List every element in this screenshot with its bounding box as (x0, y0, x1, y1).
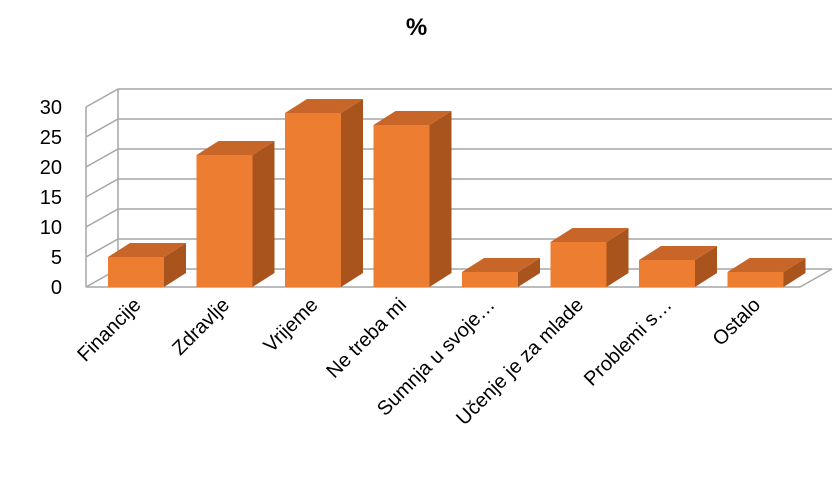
bar-top (462, 258, 540, 272)
bar (285, 113, 341, 287)
bar-top (285, 99, 363, 113)
bar (196, 155, 253, 287)
bar-side (164, 243, 186, 287)
bar-top (639, 246, 717, 260)
bar-top (550, 228, 629, 242)
x-tick-label: Ostalo (709, 294, 765, 350)
y-tick-label: 10 (40, 217, 62, 239)
y-tick-label: 0 (51, 277, 62, 299)
y-tick-label: 15 (40, 187, 62, 209)
y-tick-label: 30 (40, 97, 62, 119)
x-tick-label: Financije (73, 294, 145, 366)
y-tick-label: 25 (40, 127, 62, 149)
bar-side (252, 141, 275, 287)
x-tick-label: Zdravlje (168, 294, 234, 360)
bar (108, 257, 164, 287)
chart-title: % (405, 14, 428, 41)
gridline (85, 118, 832, 138)
floor-edge (799, 268, 833, 288)
bar (639, 260, 695, 287)
bar (462, 272, 518, 287)
bar (373, 125, 430, 287)
y-tick-label: 5 (51, 247, 62, 269)
x-tick-label: Problemi s… (580, 294, 677, 391)
bar-side (518, 258, 540, 287)
bar-top (727, 258, 806, 272)
bar (727, 272, 784, 287)
bar (550, 242, 607, 287)
bar-top (373, 111, 452, 125)
bar-top (108, 243, 186, 257)
bar-side (695, 246, 717, 287)
bar-side (783, 258, 806, 287)
bar-top (196, 141, 275, 155)
x-tick-label: Vrijeme (260, 294, 323, 357)
y-tick-label: 20 (40, 157, 62, 179)
bar-side (341, 99, 363, 287)
bar-side (429, 111, 452, 287)
gridline (85, 88, 832, 108)
x-tick-label: Ne treba mi (322, 294, 411, 383)
bar-side (606, 228, 629, 287)
